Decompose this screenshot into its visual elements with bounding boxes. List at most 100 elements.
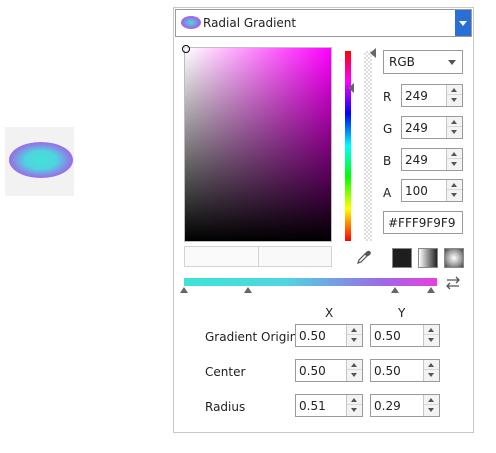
new-color-swatch — [184, 246, 259, 267]
channel-r-value[interactable]: 249 — [405, 89, 428, 103]
gradient-origin-x-stepper[interactable]: 0.50 — [295, 324, 363, 347]
arrow-down-icon — [351, 373, 357, 377]
channel-label-r: R — [383, 90, 392, 104]
increment-button[interactable] — [347, 360, 362, 370]
arrow-down-icon — [451, 162, 457, 166]
channel-b-stepper[interactable]: 249 — [401, 148, 463, 171]
color-mode-dropdown[interactable]: RGB — [383, 50, 463, 74]
hue-slider-thumb[interactable] — [348, 83, 354, 93]
decrement-button[interactable] — [424, 370, 439, 381]
increment-button[interactable] — [347, 325, 362, 335]
arrow-down-icon — [451, 98, 457, 102]
arrow-down-icon — [428, 338, 434, 342]
gradient-stop-icon[interactable] — [244, 287, 252, 293]
gradient-stop-icon[interactable] — [180, 287, 188, 293]
eyedropper-icon[interactable] — [356, 249, 372, 265]
decrement-button[interactable] — [424, 335, 439, 346]
stepper-buttons — [423, 360, 439, 381]
alpha-slider-thumb[interactable] — [370, 48, 376, 58]
brush-type-label: Radial Gradient — [203, 16, 297, 30]
solid-color-brush-button[interactable] — [392, 248, 412, 268]
increment-button[interactable] — [447, 117, 462, 127]
dropdown-button[interactable] — [455, 10, 471, 36]
reverse-stops-icon[interactable] — [444, 275, 462, 291]
hex-value[interactable]: #FFF9F9F9 — [388, 216, 456, 230]
increment-button[interactable] — [424, 325, 439, 335]
radial-gradient-icon — [181, 16, 201, 29]
stepper-buttons — [346, 360, 362, 381]
gradient-stop-icon[interactable] — [391, 287, 399, 293]
channel-b-value[interactable]: 249 — [405, 153, 428, 167]
increment-button[interactable] — [447, 180, 462, 190]
center-y-value[interactable]: 0.50 — [374, 364, 401, 378]
radius-y-value[interactable]: 0.29 — [374, 399, 401, 413]
arrow-up-icon — [428, 328, 434, 332]
gradient-origin-y-value[interactable]: 0.50 — [374, 329, 401, 343]
radius-y-stepper[interactable]: 0.29 — [370, 394, 440, 417]
hue-slider[interactable] — [345, 51, 351, 241]
arrow-up-icon — [428, 363, 434, 367]
old-color-swatch — [258, 246, 332, 267]
radius-x-stepper[interactable]: 0.51 — [295, 394, 363, 417]
decrement-button[interactable] — [447, 127, 462, 138]
channel-label-a: A — [383, 186, 392, 200]
channel-a-stepper[interactable]: 100 — [401, 179, 463, 202]
radius-x-value[interactable]: 0.51 — [299, 399, 326, 413]
property-label: Center — [205, 365, 246, 379]
channel-label-b: B — [383, 154, 392, 168]
arrow-up-icon — [351, 363, 357, 367]
arrow-down-icon — [451, 193, 457, 197]
increment-button[interactable] — [424, 395, 439, 405]
gradient-origin-y-stepper[interactable]: 0.50 — [370, 324, 440, 347]
channel-label-g: G — [383, 122, 393, 136]
arrow-up-icon — [428, 398, 434, 402]
stepper-buttons — [346, 395, 362, 416]
preview-tile — [5, 127, 74, 196]
brush-type-dropdown[interactable]: Radial Gradient — [175, 9, 472, 37]
center-y-stepper[interactable]: 0.50 — [370, 359, 440, 382]
arrow-up-icon — [451, 152, 457, 156]
channel-g-stepper[interactable]: 249 — [401, 116, 463, 139]
decrement-button[interactable] — [347, 370, 362, 381]
decrement-button[interactable] — [424, 405, 439, 416]
channel-r-stepper[interactable]: 249 — [401, 84, 463, 107]
decrement-button[interactable] — [347, 405, 362, 416]
gradient-stop-icon[interactable] — [427, 287, 435, 293]
arrow-up-icon — [451, 120, 457, 124]
arrow-down-icon — [451, 130, 457, 134]
arrow-down-icon — [351, 338, 357, 342]
saturation-value-area[interactable] — [182, 45, 332, 242]
increment-button[interactable] — [447, 85, 462, 95]
arrow-down-icon — [351, 408, 357, 412]
column-header-y: Y — [398, 306, 406, 320]
color-cursor[interactable] — [182, 45, 190, 53]
channel-a-value[interactable]: 100 — [405, 184, 428, 198]
decrement-button[interactable] — [447, 95, 462, 106]
arrow-up-icon — [451, 88, 457, 92]
increment-button[interactable] — [424, 360, 439, 370]
linear-gradient-brush-button[interactable] — [418, 248, 438, 268]
center-x-stepper[interactable]: 0.50 — [295, 359, 363, 382]
arrow-down-icon — [428, 373, 434, 377]
alpha-slider[interactable] — [364, 51, 372, 241]
property-label: Gradient Origin — [205, 330, 298, 344]
color-picker-panel: Radial Gradient RGB R 249 G 249 B 249 — [173, 7, 474, 433]
radial-gradient-brush-button[interactable] — [444, 248, 464, 268]
column-header-x: X — [325, 306, 334, 320]
hex-input[interactable]: #FFF9F9F9 — [383, 211, 463, 234]
increment-button[interactable] — [347, 395, 362, 405]
chevron-down-icon — [448, 60, 456, 65]
property-label: Radius — [205, 400, 246, 414]
gradient-origin-x-value[interactable]: 0.50 — [299, 329, 326, 343]
radial-gradient-preview-icon — [9, 142, 73, 178]
stepper-buttons — [446, 149, 462, 170]
stepper-buttons — [346, 325, 362, 346]
increment-button[interactable] — [447, 149, 462, 159]
center-x-value[interactable]: 0.50 — [299, 364, 326, 378]
decrement-button[interactable] — [447, 159, 462, 170]
chevron-down-icon — [459, 21, 467, 26]
decrement-button[interactable] — [347, 335, 362, 346]
channel-g-value[interactable]: 249 — [405, 121, 428, 135]
decrement-button[interactable] — [447, 190, 462, 201]
gradient-bar[interactable] — [184, 278, 437, 286]
